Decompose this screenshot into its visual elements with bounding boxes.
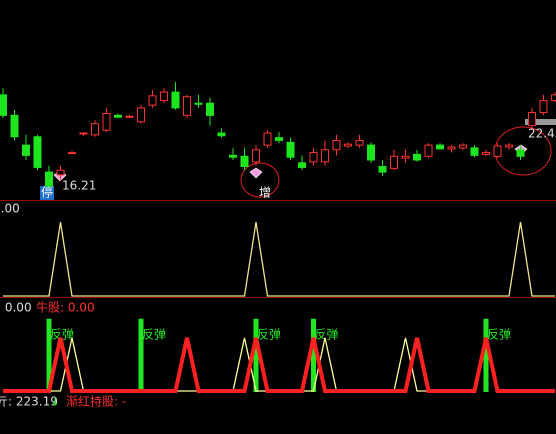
candle-body	[114, 114, 122, 118]
candle-body	[424, 144, 433, 157]
candle-body	[33, 136, 42, 168]
candle-body	[229, 154, 237, 158]
candle-body	[436, 144, 444, 150]
candle-body	[551, 94, 556, 101]
candle-body	[516, 149, 525, 157]
candle-body	[240, 155, 249, 168]
panel-title: 0.00	[0, 202, 20, 216]
signal-bar	[311, 318, 316, 392]
candle-body	[344, 143, 352, 147]
candle-body	[102, 112, 111, 131]
candle-body	[505, 144, 513, 148]
candle-body	[148, 95, 157, 106]
candle-body	[10, 114, 19, 138]
candle-body	[298, 162, 306, 168]
footer-value: 亓: 223.19	[0, 395, 58, 409]
panel-title: : 0.00	[0, 301, 32, 315]
candle-body	[194, 102, 203, 105]
footer-arrow: ↓	[50, 395, 60, 409]
candle-body	[206, 102, 214, 116]
candle-body	[125, 115, 134, 118]
price-marker	[525, 119, 556, 125]
candle-body	[447, 146, 456, 150]
signal-bar	[483, 318, 489, 392]
candle-body	[45, 171, 53, 187]
candle-body	[286, 141, 295, 158]
low-price-label: 16.21	[62, 179, 96, 193]
signal-bar	[138, 318, 144, 392]
footer-label: 渐红持股: -	[66, 394, 126, 409]
signal-label: 反弹	[50, 328, 74, 342]
add-label: 增	[259, 186, 271, 200]
candle-body	[22, 144, 30, 156]
candle-body	[79, 132, 88, 135]
candle-body	[390, 155, 398, 169]
candle-body	[275, 137, 283, 141]
candle-body	[378, 166, 387, 173]
candle-body	[0, 94, 7, 116]
indicator-line	[3, 337, 555, 393]
candle-body	[217, 132, 226, 137]
stop-label: 停	[41, 185, 53, 200]
signal-label: 反弹	[315, 328, 339, 342]
signal-label: 反弹	[142, 328, 166, 342]
candle-body	[321, 149, 329, 163]
candle-body	[367, 144, 375, 161]
candle-body	[183, 96, 191, 116]
candle-body	[263, 132, 272, 146]
candle-body	[332, 139, 341, 151]
candle-body	[309, 152, 318, 163]
price-label: 22.45	[528, 127, 556, 141]
candle-body	[171, 91, 180, 109]
candle-body	[401, 155, 410, 159]
candle-body	[91, 123, 99, 136]
candle-body	[355, 139, 364, 146]
signal-label: 反弹	[257, 328, 281, 342]
candle-body	[56, 169, 65, 176]
candle-body	[470, 147, 479, 156]
stop-badge	[40, 186, 54, 200]
indicator-line	[3, 222, 555, 297]
signal-bar	[253, 318, 259, 392]
panel-subtitle: 牛股: 0.00	[36, 300, 95, 315]
candle-body	[539, 99, 548, 114]
candle-body	[413, 153, 421, 161]
candle-body	[252, 149, 260, 163]
candle-body	[493, 145, 502, 157]
candle-body	[68, 152, 76, 155]
candle-body	[459, 144, 467, 149]
candle-body	[528, 112, 536, 127]
candle-body	[160, 91, 168, 101]
signal-label: 反弹	[487, 328, 511, 342]
candle-body	[137, 107, 145, 123]
signal-bar	[46, 318, 52, 392]
highlight-circle	[240, 162, 280, 198]
candle-body	[482, 152, 490, 155]
